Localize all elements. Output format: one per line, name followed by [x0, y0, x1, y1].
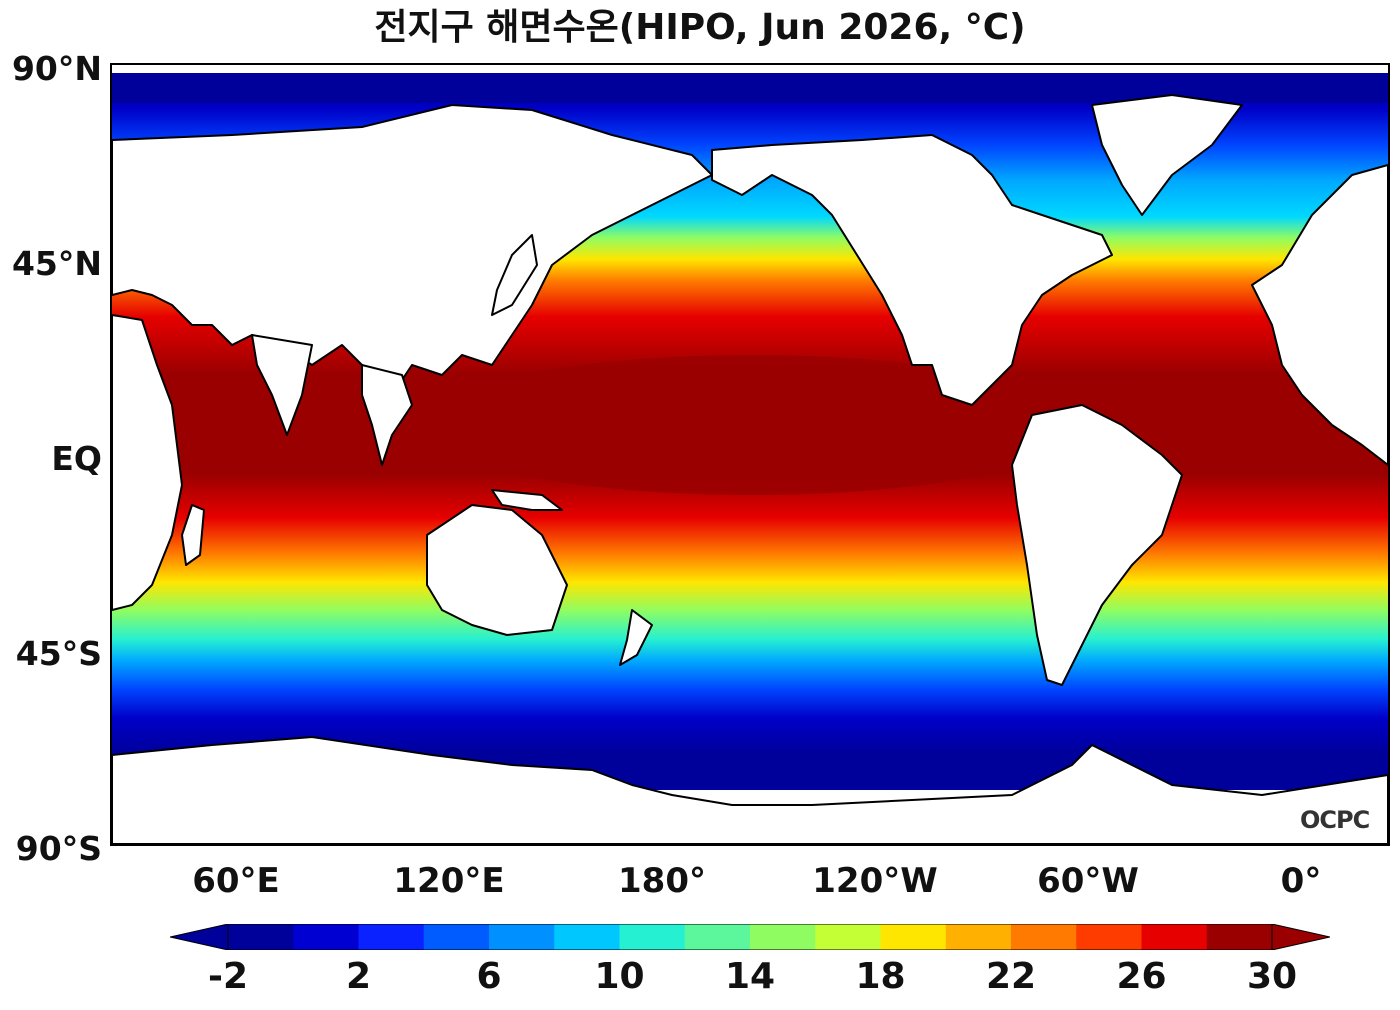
greenland-landmass — [1091, 94, 1243, 216]
colorbar-segment — [815, 924, 881, 950]
colorbar-tick-label: 14 — [724, 956, 776, 997]
lon-label-180: 180° — [618, 861, 706, 901]
colorbar-segment — [358, 924, 425, 950]
africa-landmass — [112, 314, 183, 611]
new-zealand-landmass — [619, 609, 653, 666]
australia-landmass — [426, 504, 568, 636]
colorbar-segment — [880, 924, 947, 950]
colorbar-tick-label: 30 — [1246, 956, 1298, 997]
lat-label-45s: 45°S — [15, 634, 102, 673]
colorbar-segment — [423, 924, 490, 950]
europe-africa-landmass — [1251, 164, 1388, 466]
sst-map-panel — [110, 63, 1390, 846]
pacific-warm-pool — [422, 355, 1082, 495]
colorbar-segment — [554, 924, 620, 950]
colorbar-tick-label: 18 — [855, 956, 906, 997]
colorbar-segment — [228, 924, 294, 950]
lon-label-120w: 120°W — [812, 861, 938, 901]
lon-label-0: 0° — [1280, 861, 1322, 901]
ocpc-watermark-logo: OCPC — [1300, 806, 1370, 834]
madagascar-landmass — [181, 504, 205, 566]
south-america-landmass — [1011, 404, 1183, 686]
colorbar-tick-label: 10 — [594, 956, 645, 997]
lat-label-90s: 90°S — [15, 829, 102, 868]
lat-label-45n: 45°N — [11, 244, 102, 283]
japan-landmass — [491, 234, 538, 316]
new-guinea-landmass — [491, 489, 563, 511]
lon-label-60w: 60°W — [1037, 861, 1139, 901]
lon-label-60e: 60°E — [192, 861, 280, 901]
colorbar-extend-low — [170, 924, 229, 950]
lat-label-eq: EQ — [51, 439, 102, 478]
lon-label-120e: 120°E — [393, 861, 505, 901]
colorbar-segment — [1011, 924, 1077, 950]
colorbar-extend-high — [1271, 924, 1330, 950]
colorbar-segment — [750, 924, 816, 950]
lat-label-90n: 90°N — [11, 49, 102, 88]
colorbar-segment — [1206, 924, 1273, 950]
colorbar-tick-label: 22 — [985, 956, 1037, 997]
colorbar-segment — [619, 924, 686, 950]
colorbar — [170, 924, 1330, 950]
sst-map — [112, 73, 1388, 844]
colorbar-segment — [293, 924, 359, 950]
colorbar-tick-label: -2 — [208, 956, 248, 997]
colorbar-tick-label: 2 — [345, 956, 372, 997]
colorbar-border — [227, 924, 1273, 950]
map-title: 전지구 해면수온(HIPO, Jun 2026, °C) — [374, 7, 1026, 48]
colorbar-segment — [945, 924, 1012, 950]
colorbar-segment — [1076, 924, 1142, 950]
colorbar-tick-label: 6 — [476, 956, 502, 997]
colorbar-segment — [1141, 924, 1208, 950]
antarctica-landmass — [112, 736, 1388, 844]
se-asia-landmass — [361, 364, 413, 466]
india-landmass — [251, 334, 313, 436]
north-america-landmass — [711, 134, 1113, 406]
colorbar-tick-label: 26 — [1116, 956, 1167, 997]
eurasia-landmass — [112, 104, 713, 396]
colorbar-segment — [489, 924, 555, 950]
colorbar-segment — [684, 924, 751, 950]
